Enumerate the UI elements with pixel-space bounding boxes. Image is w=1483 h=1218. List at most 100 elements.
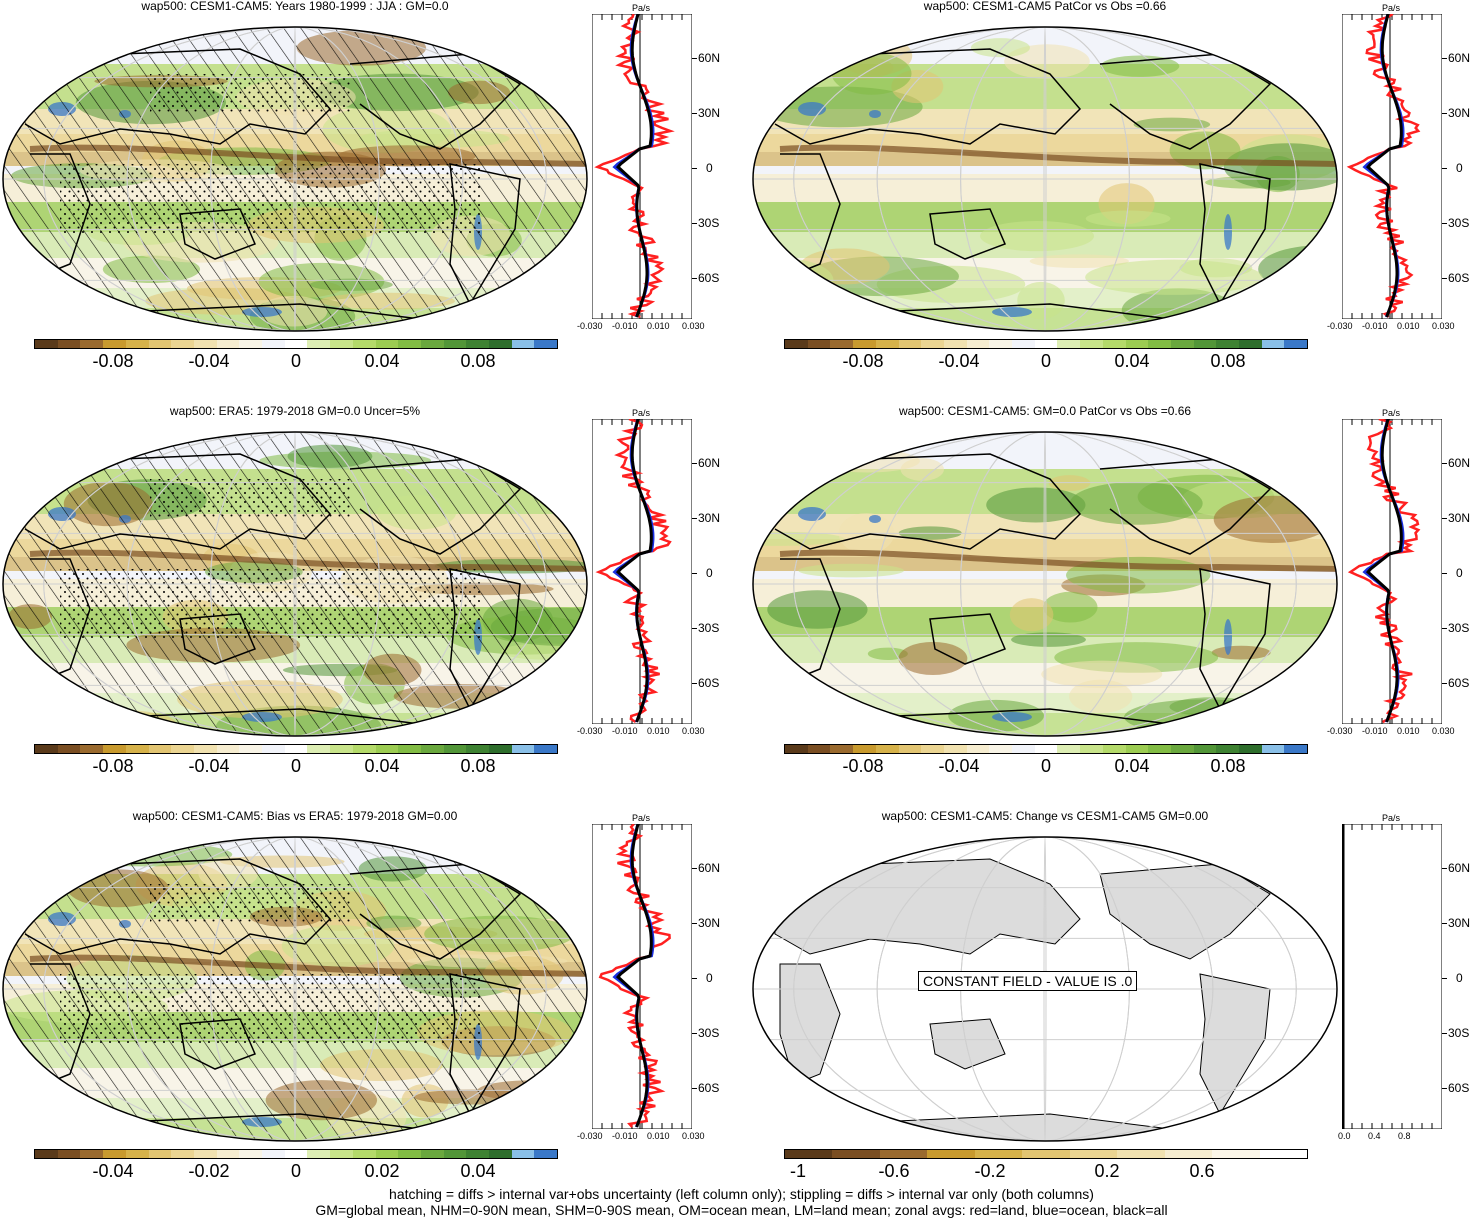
- zonal-all-line: [1365, 14, 1403, 318]
- zonal-land-line: [1347, 419, 1421, 724]
- lat-tick-label: 30N: [698, 511, 721, 525]
- lat-tick-label: 60S: [1448, 271, 1470, 285]
- lat-tick: [1442, 223, 1447, 224]
- lat-tick: [692, 628, 697, 629]
- colorbar-swatch: [375, 1150, 399, 1158]
- colorbar-swatch: [1239, 340, 1262, 348]
- colorbar-swatch: [352, 745, 376, 753]
- lat-tick-label: 0: [1456, 566, 1463, 580]
- colorbar-swatch: [262, 745, 285, 753]
- zonal-all-line: [615, 419, 653, 723]
- colorbar-swatch: [193, 340, 217, 348]
- colorbar-swatch: [943, 745, 967, 753]
- colorbar-swatch: [875, 340, 899, 348]
- colorbar-swatch: [307, 1150, 331, 1158]
- colorbar-swatch: [443, 340, 467, 348]
- zonal-units: Pa/s: [632, 3, 651, 13]
- lat-tick: [692, 573, 697, 574]
- zonal-x-tick-label: 0.4: [1368, 1131, 1381, 1141]
- colorbar-swatch: [1284, 340, 1308, 348]
- zonal-land-line: [1346, 14, 1421, 318]
- lat-tick: [1442, 58, 1447, 59]
- colorbar-swatch: [1261, 340, 1285, 348]
- colorbar-swatch: [1284, 745, 1308, 753]
- colorbar-swatch: [148, 1150, 172, 1158]
- colorbar-swatch: [352, 340, 376, 348]
- colorbar-swatch: [1080, 745, 1103, 753]
- zonal-land-line: [594, 14, 675, 319]
- lat-tick: [1442, 978, 1447, 979]
- colorbar-tick-label: -0.08: [92, 351, 134, 371]
- colorbar: [784, 744, 1308, 754]
- colorbar-swatch: [1102, 745, 1126, 753]
- colorbar-swatch: [193, 1150, 217, 1158]
- map-plot: [2, 431, 588, 737]
- lat-tick-label: 30S: [1448, 216, 1470, 230]
- colorbar-tick-label: -0.02: [188, 1161, 230, 1181]
- colorbar-swatch: [943, 340, 967, 348]
- lat-tick: [1442, 1033, 1447, 1034]
- zonal-mean-plot: [1342, 14, 1442, 319]
- colorbar-swatch: [921, 745, 944, 753]
- colorbar-swatch: [785, 745, 808, 753]
- colorbar-swatch: [1080, 340, 1103, 348]
- zonal-mean-plot: [592, 14, 692, 319]
- colorbar-swatch: [1069, 1150, 1118, 1158]
- panel-3: wap500: ERA5: 1979-2018 GM=0.0 Uncer=5% P…: [0, 404, 733, 805]
- zonal-x-tick-label: 0.030: [1432, 321, 1455, 331]
- colorbar-tick-label: 0.04: [1114, 756, 1150, 776]
- colorbar-swatch: [284, 340, 308, 348]
- colorbar-swatch: [443, 1150, 467, 1158]
- colorbar: [784, 339, 1308, 349]
- zonal-land-line: [598, 824, 671, 1128]
- zonal-x-tick-label: -0.010: [612, 726, 638, 736]
- colorbar-swatch: [1259, 1150, 1307, 1158]
- lat-tick-label: 60N: [698, 51, 721, 65]
- lat-tick-label: 60N: [1448, 51, 1471, 65]
- colorbar-swatch: [1125, 340, 1149, 348]
- colorbar-tick-label: 0.2: [1094, 1161, 1120, 1181]
- lat-tick: [1442, 868, 1447, 869]
- colorbar-swatch: [966, 745, 990, 753]
- colorbar-swatch: [284, 745, 308, 753]
- lat-tick-label: 30N: [1448, 511, 1471, 525]
- colorbar-swatch: [511, 745, 535, 753]
- colorbar-swatch: [148, 340, 172, 348]
- lat-tick: [692, 113, 697, 114]
- lat-tick: [692, 58, 697, 59]
- colorbar-swatch: [875, 745, 899, 753]
- colorbar-swatch: [330, 1150, 353, 1158]
- lat-tick-label: 30S: [698, 621, 720, 635]
- colorbar-swatch: [80, 340, 104, 348]
- colorbar: [784, 1149, 1308, 1159]
- colorbar-tick-label: 0: [1040, 351, 1052, 371]
- zonal-mean-plot: [1342, 824, 1442, 1129]
- map-plot: [752, 26, 1338, 332]
- colorbar-swatch: [511, 340, 535, 348]
- zonal-x-tick-label: 0.030: [682, 726, 705, 736]
- lat-tick-label: 30N: [698, 916, 721, 930]
- lat-tick: [1442, 683, 1447, 684]
- footer-line-1: hatching = diffs > internal var+obs unce…: [389, 1186, 1094, 1202]
- colorbar-swatch: [103, 745, 126, 753]
- colorbar-tick-label: 0.04: [364, 756, 400, 776]
- colorbar-swatch: [966, 340, 990, 348]
- zonal-x-tick-label: -0.030: [577, 1131, 603, 1141]
- colorbar-swatch: [125, 745, 149, 753]
- zonal-x-tick-label: -0.010: [1362, 321, 1388, 331]
- colorbar-swatch: [830, 340, 854, 348]
- zonal-x-tick-label: 0.010: [647, 726, 670, 736]
- zonal-x-tick-label: -0.010: [1362, 726, 1388, 736]
- colorbar-swatch: [489, 340, 512, 348]
- colorbar-swatch: [1102, 340, 1126, 348]
- colorbar-tick-label: -0.04: [188, 756, 230, 776]
- colorbar-swatch: [330, 340, 353, 348]
- lat-tick-label: 60S: [1448, 676, 1470, 690]
- colorbar-swatch: [1148, 340, 1171, 348]
- colorbar-swatch: [853, 745, 876, 753]
- footer-line-2: GM=global mean, NHM=0-90N mean, SHM=0-90…: [315, 1202, 1168, 1218]
- lat-tick-label: 30S: [1448, 1026, 1470, 1040]
- zonal-x-tick-label: 0.010: [1397, 726, 1420, 736]
- lat-tick-label: 60N: [698, 456, 721, 470]
- colorbar-swatch: [125, 340, 149, 348]
